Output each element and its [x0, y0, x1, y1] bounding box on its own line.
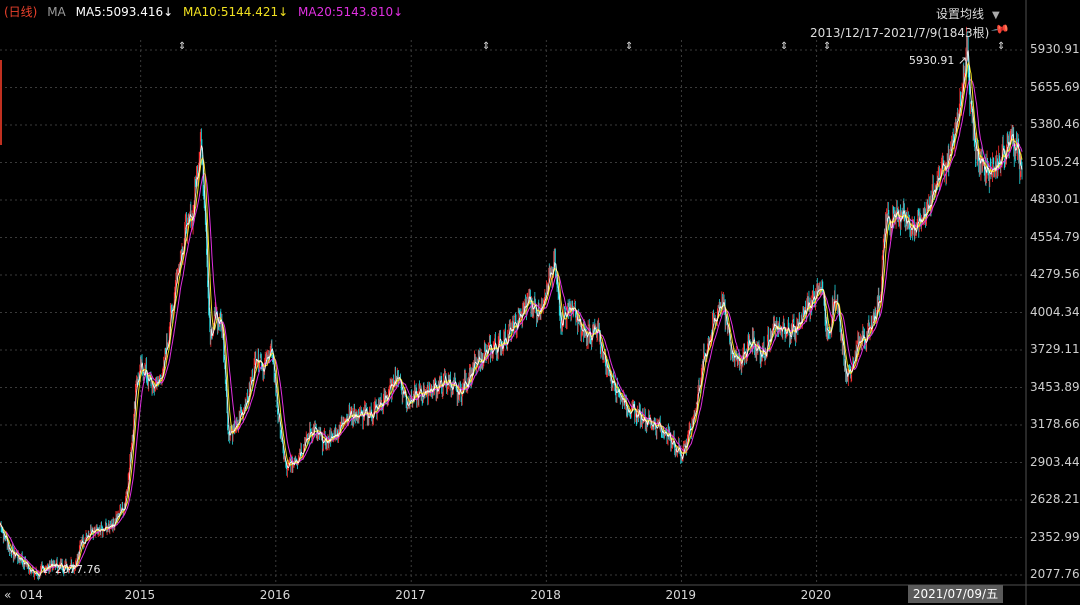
- y-tick-label: 2352.99: [1030, 529, 1080, 544]
- y-tick-label: 5655.69: [1030, 79, 1080, 94]
- period-label[interactable]: (日线): [4, 5, 38, 19]
- y-tick-label: 4554.79: [1030, 229, 1080, 244]
- ma10-value: MA10:5144.421↓: [182, 5, 289, 19]
- ma5-value: MA5:5093.416↓: [75, 5, 174, 19]
- x-tick-label: 014: [20, 588, 43, 602]
- event-marker-icon[interactable]: ⇕: [482, 41, 491, 52]
- x-tick-label: 2019: [665, 588, 696, 602]
- extreme-value-label: ↙ 2077.76: [42, 563, 101, 576]
- x-tick-label: 2020: [800, 588, 832, 602]
- set-ma-label: 设置均线: [936, 7, 985, 21]
- event-marker-icon[interactable]: ⇕: [823, 41, 832, 52]
- x-tick-label: 2017: [395, 588, 426, 602]
- y-tick-label: 3453.89: [1030, 379, 1080, 394]
- date-range-label: 2013/12/17-2021/7/9(1843根): [810, 26, 990, 40]
- x-tick-label: 2015: [124, 588, 156, 602]
- ma20-line: [0, 79, 1023, 574]
- event-marker-icon[interactable]: ⇕: [625, 41, 634, 52]
- y-tick-label: 4830.01: [1030, 192, 1080, 206]
- ma10-line: [0, 61, 1023, 576]
- cursor-date-label: 2021/07/09/五: [908, 585, 1003, 603]
- event-marker-icon[interactable]: ⇕: [780, 41, 789, 52]
- ma20-value: MA20:5143.810↓: [298, 5, 404, 19]
- extreme-value-label: 5930.91 ↗: [908, 54, 968, 67]
- ma5-line: [0, 50, 1023, 577]
- y-tick-label: 5105.24: [1030, 154, 1080, 169]
- y-tick-label: 4279.56: [1030, 267, 1080, 281]
- set-ma-button[interactable]: 设置均线 ▼: [936, 5, 1000, 22]
- y-tick-label: 2077.76: [1030, 567, 1080, 581]
- y-tick-label: 4004.34: [1030, 304, 1080, 319]
- y-tick-label: 3729.11: [1030, 342, 1080, 356]
- dropdown-icon: ▼: [992, 10, 1000, 21]
- event-marker-icon[interactable]: ⇕: [997, 41, 1006, 52]
- y-tick-label: 2903.44: [1030, 454, 1080, 469]
- y-tick-label: 3178.66: [1030, 417, 1080, 431]
- y-tick-label: 5380.46: [1030, 117, 1080, 131]
- x-tick-label: 2016: [259, 588, 291, 602]
- scroll-left-icon[interactable]: «: [4, 588, 12, 602]
- y-tick-label: 5930.91: [1030, 42, 1080, 56]
- ma-legend: (日线) MA MA5:5093.416↓ MA10:5144.421↓ MA2…: [4, 3, 409, 20]
- event-marker-icon[interactable]: ⇕: [178, 41, 187, 52]
- ma-label: MA: [47, 5, 66, 19]
- x-tick-label: 2018: [530, 588, 561, 602]
- y-tick-label: 2628.21: [1030, 492, 1080, 506]
